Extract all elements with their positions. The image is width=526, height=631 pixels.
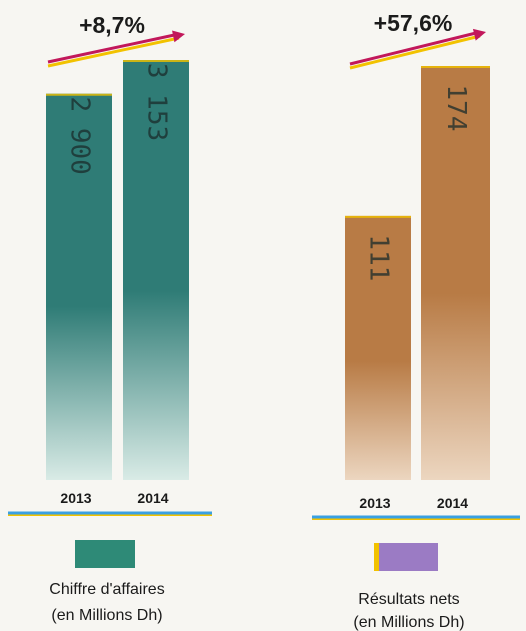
legend-label: (en Millions Dh) (51, 607, 162, 624)
legend-swatch (75, 540, 135, 568)
growth-arrow (349, 30, 481, 66)
bar-value-label: 111 (364, 234, 394, 281)
legend-label: Résultats nets (358, 591, 459, 608)
bar-2014 (123, 60, 189, 480)
growth-arrow-shadow (349, 34, 481, 70)
bar-value-label: 174 (441, 85, 471, 132)
legend-swatch-edge (374, 543, 379, 571)
legend-swatch (376, 543, 438, 571)
x-tick-label: 2014 (437, 495, 468, 511)
chart-panel-net-results: +57,6% 111 2013 174 2014 Résultats nets (en Mi… (312, 10, 520, 631)
bar-value-label: 2 900 (65, 97, 95, 175)
growth-arrow (47, 32, 180, 64)
bar-value-label: 3 153 (142, 63, 172, 141)
growth-arrow-head (472, 28, 486, 41)
bar-2013 (46, 93, 112, 481)
growth-arrow-shadow (47, 36, 180, 68)
legend-label: Chiffre d'affaires (49, 581, 164, 598)
bar-2013 (345, 215, 411, 480)
growth-label: +57,6% (374, 10, 453, 36)
chart-panel-revenue: +8,7% 2 900 2013 3 153 2014 Chiffre d'affaire… (8, 12, 212, 624)
legend-label: (en Millions Dh) (353, 614, 464, 631)
x-tick-label: 2013 (359, 495, 390, 511)
growth-label: +8,7% (79, 12, 145, 38)
x-tick-label: 2013 (60, 490, 91, 506)
growth-arrow-head (172, 30, 185, 43)
x-tick-label: 2014 (137, 490, 168, 506)
bar-2014 (421, 66, 490, 480)
